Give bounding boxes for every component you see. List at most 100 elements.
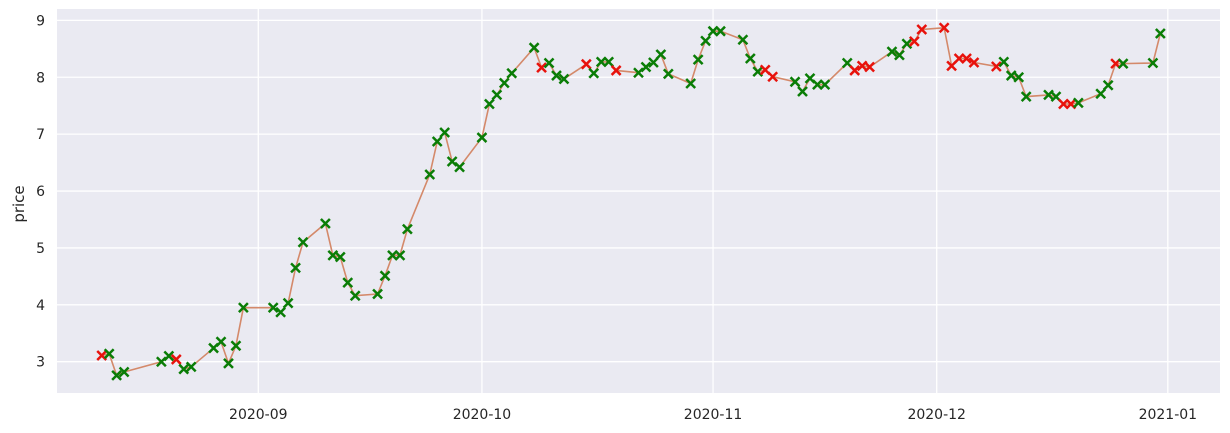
data-point-green [998, 56, 1010, 68]
marker-stroke [551, 70, 562, 81]
data-point-green [1117, 58, 1129, 69]
data-point-red [170, 354, 182, 365]
data-point-green [103, 348, 115, 360]
marker-stroke [737, 34, 749, 46]
marker-stroke [454, 161, 465, 173]
data-point-green [648, 57, 659, 68]
marker-stroke [752, 66, 764, 77]
data-point-green [685, 78, 697, 89]
marker-stroke [1095, 88, 1107, 100]
data-point-green [223, 358, 234, 369]
marker-stroke [1020, 91, 1032, 102]
data-point-green [894, 49, 905, 61]
marker-stroke [700, 35, 711, 47]
marker-stroke [163, 350, 175, 362]
marker-stroke [1117, 58, 1129, 69]
marker-stroke [1147, 57, 1159, 69]
data-point-green [1147, 57, 1159, 69]
x-tick-label: 2020-12 [907, 407, 966, 423]
data-point-green [349, 290, 361, 302]
data-point-green [1020, 91, 1032, 102]
data-point-red [536, 62, 547, 73]
marker-stroke [223, 358, 234, 369]
marker-stroke [767, 71, 779, 83]
y-tick-label: 7 [36, 127, 45, 143]
marker-stroke [118, 366, 130, 378]
marker-stroke [610, 65, 622, 76]
marker-stroke [506, 67, 518, 79]
data-point-green [230, 340, 242, 352]
marker-stroke [819, 79, 831, 91]
marker-stroke [528, 42, 540, 54]
marker-stroke [1043, 89, 1054, 101]
marker-stroke [320, 218, 331, 229]
data-point-red [96, 350, 108, 361]
data-point-green [484, 98, 495, 110]
y-tick-label: 6 [36, 184, 45, 200]
data-point-green [290, 262, 301, 274]
data-point-red [968, 57, 980, 68]
marker-stroke [998, 56, 1010, 68]
marker-stroke [327, 249, 339, 261]
marker-stroke [498, 77, 510, 89]
data-point-green [372, 288, 383, 300]
marker-stroke [334, 251, 346, 263]
data-point-green [275, 306, 287, 318]
marker-stroke [938, 22, 950, 34]
y-axis-ticks: 3 4 5 6 7 8 9 [36, 13, 45, 370]
data-point-green [476, 132, 488, 143]
marker-stroke [990, 61, 1002, 72]
data-markers [96, 22, 1166, 381]
data-point-green [819, 79, 831, 91]
marker-stroke [894, 49, 905, 61]
data-point-red [961, 53, 972, 64]
data-point-red [580, 58, 592, 70]
data-point-red [908, 36, 920, 47]
marker-stroke [789, 76, 801, 88]
data-point-green [901, 38, 913, 50]
data-point-green [692, 54, 704, 66]
marker-stroke [275, 306, 287, 318]
x-tick-label: 2020-11 [684, 407, 743, 423]
marker-stroke [215, 336, 227, 348]
grid-lines [57, 9, 1220, 393]
data-point-green [1154, 28, 1166, 39]
marker-stroke [476, 132, 488, 143]
marker-stroke [290, 262, 301, 274]
data-point-green [506, 67, 518, 79]
x-axis-ticks: 2020-09 2020-10 2020-11 2020-12 2021-01 [229, 407, 1197, 423]
data-point-green [379, 270, 391, 282]
marker-stroke [178, 363, 190, 375]
data-point-green [282, 297, 294, 309]
data-point-green [185, 361, 197, 373]
data-point-green [297, 236, 309, 248]
data-point-green [558, 73, 570, 85]
data-point-green [588, 67, 600, 79]
data-point-green [1095, 88, 1107, 100]
y-tick-label: 8 [36, 70, 45, 86]
marker-stroke [402, 223, 413, 235]
data-point-red [767, 71, 779, 83]
data-point-red [938, 22, 950, 34]
data-point-green [662, 68, 674, 80]
data-point-green [655, 49, 667, 60]
marker-stroke [439, 127, 451, 138]
marker-stroke [1072, 97, 1084, 109]
data-point-green [700, 35, 711, 47]
data-point-green [237, 302, 249, 314]
marker-stroke [1013, 71, 1025, 83]
y-tick-label: 4 [36, 298, 45, 314]
marker-stroke [692, 54, 704, 66]
marker-stroke [282, 297, 294, 309]
data-point-green [1043, 89, 1054, 101]
y-tick-label: 3 [36, 355, 45, 371]
data-point-green [327, 249, 339, 261]
marker-stroke [558, 73, 570, 85]
data-point-green [744, 53, 756, 64]
marker-stroke [841, 57, 853, 69]
marker-stroke [491, 89, 503, 101]
marker-stroke [446, 156, 458, 167]
marker-stroke [961, 53, 972, 64]
marker-stroke [744, 53, 756, 64]
data-point-green [320, 218, 331, 229]
